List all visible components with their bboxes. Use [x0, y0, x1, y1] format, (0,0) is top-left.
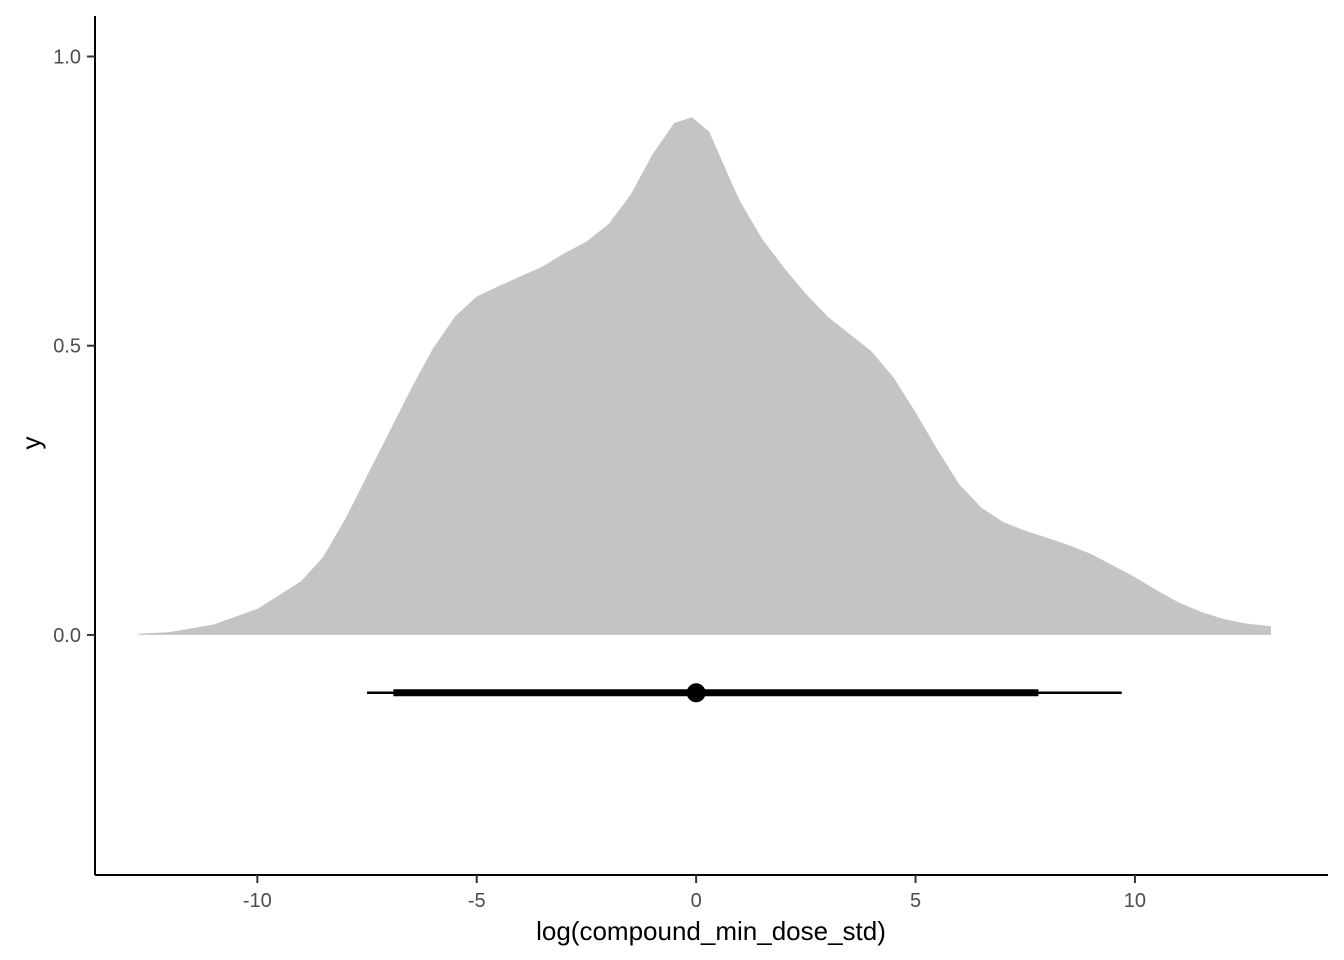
- x-tick-label: -10: [243, 890, 272, 912]
- axes: -10 -5 0 5 10 0.0 0.5 1.0: [53, 16, 1328, 912]
- density-area: [138, 117, 1271, 635]
- y-axis-title: y: [16, 437, 46, 450]
- x-tick-label: 5: [910, 890, 921, 912]
- plot-area: [138, 117, 1271, 703]
- x-tick-label: -5: [468, 890, 486, 912]
- interval-point: [686, 683, 706, 703]
- y-tick-label: 1.0: [53, 46, 81, 68]
- y-tick-label: 0.5: [53, 336, 81, 358]
- x-axis-title: log(compound_min_dose_std): [536, 916, 886, 946]
- y-tick-label: 0.0: [53, 625, 81, 647]
- x-tick-label: 10: [1124, 890, 1146, 912]
- x-tick-label: 0: [691, 890, 702, 912]
